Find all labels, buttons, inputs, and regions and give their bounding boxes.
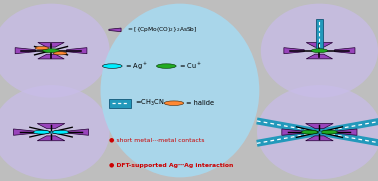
Text: = halide: = halide xyxy=(186,100,214,106)
Text: = Ag$^+$: = Ag$^+$ xyxy=(125,60,148,72)
Text: ● DFT-supported Ag⋯Ag interaction: ● DFT-supported Ag⋯Ag interaction xyxy=(109,163,233,168)
Ellipse shape xyxy=(311,49,328,53)
Ellipse shape xyxy=(52,130,69,134)
Text: = [{CpMo(CO)$_2$}$_2$AsSb]: = [{CpMo(CO)$_2$}$_2$AsSb] xyxy=(127,25,197,34)
Ellipse shape xyxy=(53,52,67,55)
Ellipse shape xyxy=(101,4,259,177)
Polygon shape xyxy=(109,28,121,32)
Text: ● short metal⋯metal contacts: ● short metal⋯metal contacts xyxy=(109,138,204,143)
Polygon shape xyxy=(282,129,303,135)
Polygon shape xyxy=(67,129,88,135)
Ellipse shape xyxy=(257,85,378,179)
Polygon shape xyxy=(38,43,64,47)
Ellipse shape xyxy=(33,130,50,134)
Polygon shape xyxy=(284,48,304,54)
Ellipse shape xyxy=(301,130,318,134)
Polygon shape xyxy=(37,123,65,128)
Text: = Cu$^+$: = Cu$^+$ xyxy=(179,61,202,71)
Text: =CH$_3$CN: =CH$_3$CN xyxy=(135,98,164,108)
Bar xyxy=(109,99,131,108)
Ellipse shape xyxy=(102,64,122,68)
Ellipse shape xyxy=(164,101,184,105)
Polygon shape xyxy=(306,136,333,141)
Polygon shape xyxy=(38,54,64,59)
Polygon shape xyxy=(306,43,333,47)
Polygon shape xyxy=(37,136,65,141)
Polygon shape xyxy=(15,48,36,54)
Polygon shape xyxy=(14,129,35,135)
Polygon shape xyxy=(335,48,355,54)
Ellipse shape xyxy=(321,130,338,134)
Ellipse shape xyxy=(156,64,176,68)
Polygon shape xyxy=(336,129,357,135)
Polygon shape xyxy=(306,123,333,128)
Polygon shape xyxy=(306,54,333,59)
Ellipse shape xyxy=(0,85,110,179)
Bar xyxy=(316,19,323,49)
Polygon shape xyxy=(67,48,87,54)
Ellipse shape xyxy=(43,49,59,53)
Ellipse shape xyxy=(0,4,110,98)
Ellipse shape xyxy=(35,47,49,50)
Ellipse shape xyxy=(261,4,378,98)
